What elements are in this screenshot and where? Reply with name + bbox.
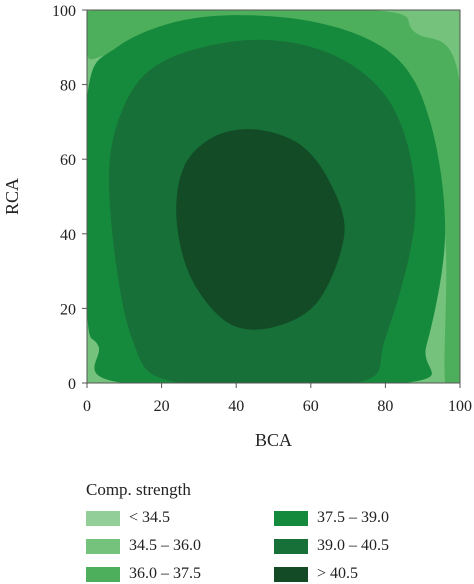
x-axis: 0 20 40 60 80 100: [83, 383, 472, 415]
x-tick-label: 0: [83, 398, 91, 415]
y-tick-label: 20: [60, 301, 76, 318]
legend-swatch: [86, 566, 120, 582]
x-tick-label: 100: [448, 398, 472, 415]
legend-swatch: [86, 510, 120, 526]
legend-title: Comp. strength: [86, 480, 191, 499]
legend-swatch: [274, 538, 308, 554]
x-axis-label: BCA: [255, 430, 292, 450]
legend-swatch: [86, 538, 120, 554]
legend-item: 37.5 – 39.0: [274, 508, 389, 528]
y-axis: 0 20 40 60 80 100: [52, 3, 87, 393]
legend-swatch: [274, 510, 308, 526]
legend-label: 37.5 – 39.0: [317, 509, 389, 526]
y-tick-label: 100: [52, 3, 76, 20]
contour-band: [87, 10, 460, 383]
legend-label: 36.0 – 37.5: [129, 565, 201, 582]
y-tick-label: 40: [60, 227, 76, 244]
plot-frame: [86, 9, 461, 384]
legend-item: 34.5 – 36.0: [86, 536, 201, 556]
legend-item: 36.0 – 37.5: [86, 564, 201, 584]
y-tick-label: 0: [68, 376, 76, 393]
legend-item: > 40.5: [274, 564, 358, 584]
legend-label: 34.5 – 36.0: [129, 537, 201, 554]
legend-label: < 34.5: [129, 509, 171, 526]
contour-band: [176, 129, 345, 330]
x-tick-label: 40: [228, 398, 244, 415]
y-tick-label: 60: [60, 152, 76, 169]
plot-area: [87, 10, 460, 383]
legend-label: > 40.5: [317, 565, 359, 582]
y-tick-label: 80: [60, 78, 76, 95]
x-tick-label: 80: [377, 398, 393, 415]
legend-item: < 34.5: [86, 508, 170, 528]
legend-item: 39.0 – 40.5: [274, 536, 389, 556]
legend-label: 39.0 – 40.5: [317, 537, 389, 554]
x-tick-label: 20: [154, 398, 170, 415]
legend-swatch: [274, 566, 308, 582]
y-axis-label: RCA: [2, 178, 22, 215]
x-tick-label: 60: [303, 398, 319, 415]
